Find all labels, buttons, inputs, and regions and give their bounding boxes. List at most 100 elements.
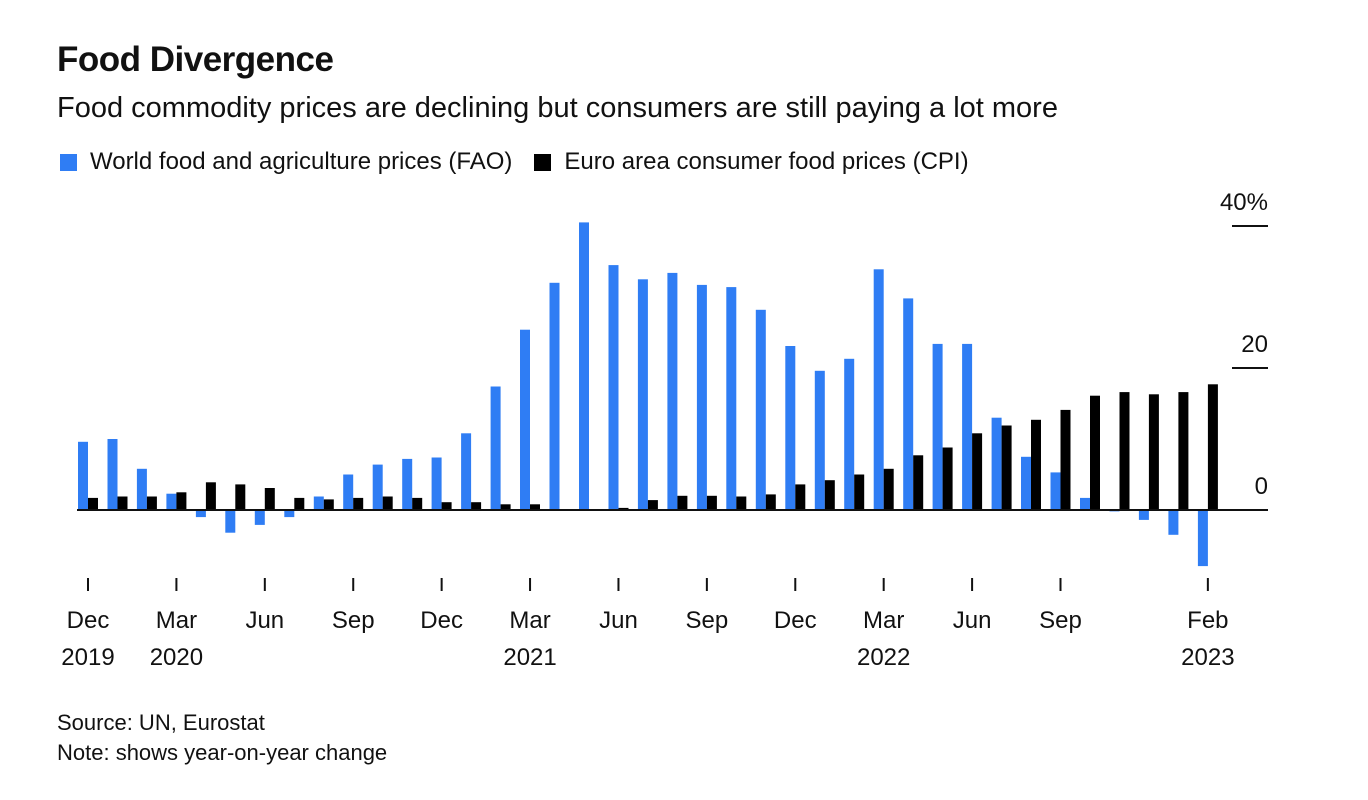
fao-bar-may-2020 (225, 510, 236, 533)
fao-bar-jul-2021 (637, 279, 648, 511)
x-tick-year-label: 2020 (150, 644, 203, 671)
y-tick-label: 20 (1241, 331, 1268, 358)
cpi-bar-jun-2020 (264, 488, 275, 510)
x-tick-label: Sep (686, 607, 729, 634)
cpi-bar-apr-2022 (913, 455, 924, 510)
cpi-bar-dec-2020 (441, 502, 452, 510)
y-tick-label: 0 (1255, 473, 1268, 500)
fao-bar-dec-2021 (785, 346, 796, 510)
chart-subtitle: Food commodity prices are declining but … (57, 92, 1058, 124)
series-cpi-bars (88, 384, 1218, 511)
fao-bar-mar-2021 (520, 329, 530, 510)
fao-bar-oct-2020 (372, 464, 383, 510)
fao-bar-sep-2022 (1050, 472, 1061, 510)
fao-bar-jan-2021 (461, 433, 472, 510)
fao-bar-feb-2022 (844, 358, 855, 510)
cpi-bar-jan-2020 (117, 496, 128, 510)
fao-bar-mar-2020 (166, 493, 177, 510)
axes: 40% 20 0 Dec 2019 Mar 2020 Jun Sep Dec Mar 2021 Jun S… (61, 189, 1268, 671)
x-tick-label: Mar (863, 607, 904, 634)
cpi-bar-nov-2021 (765, 494, 776, 510)
cpi-bar-dec-2022 (1148, 394, 1159, 510)
fao-bar-jun-2021 (608, 265, 619, 510)
cpi-bar-may-2020 (235, 484, 246, 510)
cpi-bar-nov-2022 (1119, 392, 1130, 510)
legend-item-fao: World food and agriculture prices (FAO) (60, 148, 512, 176)
fao-bar-jan-2022 (814, 370, 825, 510)
cpi-bar-mar-2022 (883, 468, 894, 510)
x-tick-year-label: 2019 (61, 644, 114, 671)
x-tick-year-label: 2021 (503, 644, 556, 671)
fao-bar-nov-2020 (402, 458, 413, 510)
fao-bar-jul-2020 (284, 510, 295, 518)
cpi-bar-jun-2022 (972, 433, 983, 510)
legend-swatch-fao (60, 153, 77, 171)
cpi-bar-may-2022 (942, 447, 953, 510)
legend-label-cpi: Euro area consumer food prices (CPI) (564, 148, 969, 175)
cpi-bar-jul-2020 (294, 497, 305, 510)
methodology-note: Note: shows year-on-year change (57, 740, 388, 765)
cpi-bar-jun-2021 (618, 507, 629, 510)
fao-bar-aug-2021 (667, 272, 678, 510)
fao-bar-may-2022 (932, 343, 943, 510)
fao-bar-sep-2021 (696, 284, 707, 510)
fao-bar-nov-2021 (755, 309, 766, 510)
source-note: Source: UN, Eurostat (57, 710, 265, 735)
fao-bar-may-2021 (579, 222, 589, 510)
cpi-bar-sep-2020 (353, 497, 364, 510)
fao-bar-dec-2020 (431, 457, 442, 510)
cpi-bar-feb-2022 (854, 474, 865, 510)
fao-bar-feb-2020 (136, 468, 147, 510)
fao-bar-jan-2023 (1168, 510, 1179, 535)
cpi-bar-apr-2020 (205, 482, 216, 510)
x-tick-label: Feb (1187, 607, 1228, 634)
x-tick-label: Mar (509, 607, 550, 634)
cpi-bar-sep-2022 (1060, 409, 1071, 510)
fao-bar-dec-2022 (1138, 510, 1149, 520)
x-tick-label: Jun (245, 607, 284, 634)
cpi-bar-jan-2022 (824, 480, 835, 510)
cpi-bar-oct-2021 (736, 496, 747, 510)
fao-bar-jun-2022 (962, 343, 973, 510)
fao-bar-apr-2020 (195, 510, 206, 518)
series-fao-bars (78, 222, 1208, 567)
cpi-bar-dec-2019 (88, 497, 98, 510)
x-tick-label: Sep (1039, 607, 1082, 634)
x-tick-label: Mar (156, 607, 197, 634)
x-tick-label: Dec (420, 607, 463, 634)
x-tick-label: Dec (67, 607, 110, 634)
cpi-bar-mar-2020 (176, 492, 187, 511)
cpi-bar-mar-2021 (530, 504, 540, 510)
cpi-bar-dec-2021 (795, 484, 806, 510)
x-tick-year-label: 2022 (857, 644, 910, 671)
cpi-bar-feb-2020 (146, 496, 157, 510)
cpi-bar-aug-2022 (1031, 419, 1041, 510)
fao-bar-mar-2022 (873, 269, 884, 510)
cpi-bar-aug-2020 (323, 499, 334, 510)
fao-bar-dec-2019 (78, 441, 88, 510)
cpi-bar-jul-2021 (647, 500, 658, 510)
cpi-bar-oct-2022 (1090, 395, 1100, 510)
fao-bar-aug-2020 (313, 496, 324, 510)
footer: Source: UN, Eurostat Note: shows year-on… (57, 708, 387, 768)
cpi-bar-sep-2021 (706, 495, 717, 510)
cpi-bar-oct-2020 (382, 496, 393, 510)
fao-bar-apr-2022 (903, 298, 914, 510)
fao-bar-aug-2022 (1021, 456, 1031, 511)
x-tick-year-label: 2023 (1181, 644, 1234, 671)
x-tick-label: Jun (599, 607, 638, 634)
cpi-bar-feb-2023 (1207, 384, 1218, 510)
fao-bar-feb-2023 (1197, 510, 1208, 567)
x-tick-label: Jun (953, 607, 992, 634)
cpi-bar-jan-2021 (471, 502, 482, 510)
legend: World food and agriculture prices (FAO) … (60, 148, 991, 176)
fao-bar-feb-2021 (490, 386, 501, 510)
cpi-bar-jan-2023 (1178, 392, 1189, 510)
fao-bar-oct-2022 (1080, 497, 1090, 510)
fao-bar-jul-2022 (991, 417, 1002, 510)
x-tick-label: Sep (332, 607, 375, 634)
x-tick-label: Dec (774, 607, 817, 634)
cpi-bar-aug-2021 (677, 495, 688, 510)
fao-bar-jan-2020 (107, 439, 118, 510)
